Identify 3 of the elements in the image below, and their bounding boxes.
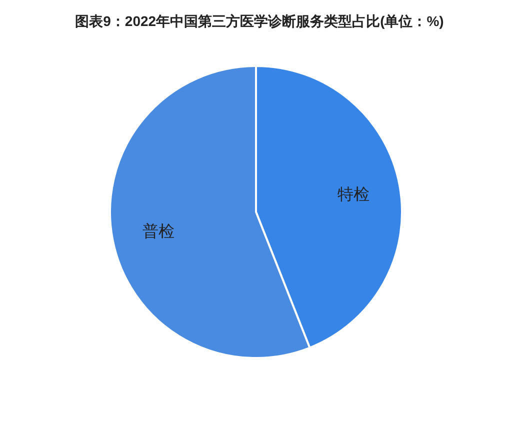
- slice-label: 特检: [338, 185, 370, 204]
- chart-title: 图表9：2022年中国第三方医学诊断服务类型占比(单位：%): [75, 13, 444, 29]
- slice-label: 普检: [142, 222, 174, 241]
